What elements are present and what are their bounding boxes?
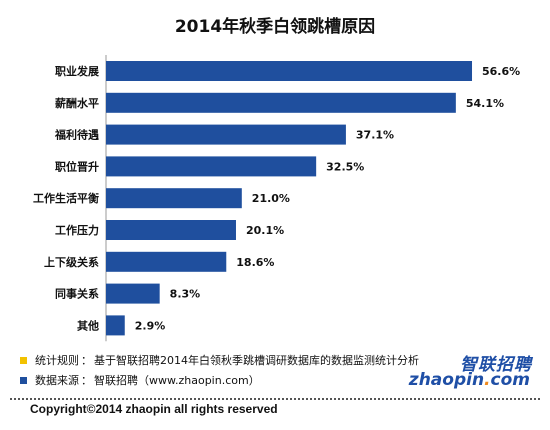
yellow-square-icon (20, 356, 27, 364)
note-text: 智联招聘（www.zhaopin.com） (94, 374, 260, 387)
category-label: 同事关系 (55, 287, 99, 301)
blue-square-icon (20, 376, 27, 384)
value-label: 32.5% (326, 160, 364, 173)
value-label: 21.0% (252, 192, 290, 205)
logo-en-text: zhaopin.com (408, 370, 530, 390)
chart-title: 2014年秋季白领跳槽原因 (174, 17, 376, 37)
copyright-text: Copyright©2014 zhaopin all rights reserv… (30, 402, 278, 416)
bar (106, 220, 236, 240)
logo-cn-text: 智联招聘 (460, 355, 532, 375)
bar (106, 124, 346, 145)
value-label: 18.6% (236, 256, 274, 269)
bar (106, 283, 160, 304)
note-label: 统计规则 (35, 354, 79, 367)
footer-notes: 统计规则 ： 基于智联招聘2014年白领秋季跳槽调研数据库的数据监测统计分析 数… (20, 350, 440, 390)
value-label: 2.9% (135, 319, 166, 332)
value-label: 37.1% (356, 129, 394, 142)
category-label: 工作压力 (55, 223, 99, 237)
value-label: 8.3% (170, 288, 201, 301)
bar (106, 61, 473, 81)
bar-chart: 职业发展 56.6% 薪酬水平 54.1% 福利待遇 37.1% 职位晋升 32.5% 工作生活… (33, 55, 520, 342)
zhaopin-logo: 智联招聘 zhaopin.com (409, 350, 538, 396)
value-label: 56.6% (482, 65, 520, 78)
bar (106, 315, 125, 336)
bar (106, 251, 227, 272)
note-label: 数据来源 (35, 374, 79, 387)
category-label: 上下级关系 (44, 255, 99, 269)
category-label: 福利待遇 (54, 128, 99, 142)
bar (106, 92, 456, 113)
category-label: 薪酬水平 (55, 96, 99, 110)
note-data-source: 数据来源 ： 智联招聘（www.zhaopin.com） (20, 370, 440, 390)
note-text: 基于智联招聘2014年白领秋季跳槽调研数据库的数据监测统计分析 (94, 354, 419, 367)
bar (106, 188, 242, 209)
note-stat-rule: 统计规则 ： 基于智联招聘2014年白领秋季跳槽调研数据库的数据监测统计分析 (20, 350, 440, 370)
footer-divider (10, 398, 540, 400)
category-label: 工作生活平衡 (33, 191, 99, 205)
category-label: 其他 (77, 318, 99, 332)
category-label: 职业发展 (55, 64, 100, 78)
value-label: 54.1% (466, 97, 504, 110)
value-label: 20.1% (246, 224, 284, 237)
category-label: 职位晋升 (55, 159, 99, 173)
bar (106, 156, 317, 177)
